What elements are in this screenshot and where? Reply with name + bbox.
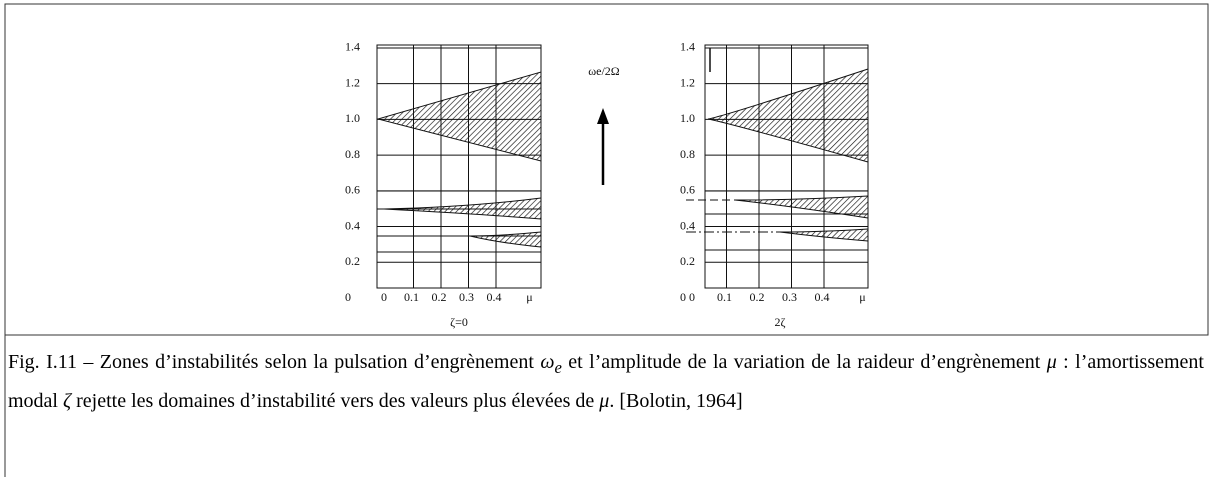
- caption-math: ζ: [63, 389, 72, 412]
- x-tick-label: 0.2: [432, 290, 447, 304]
- caption-math: μ: [599, 389, 610, 412]
- x-tick-label: 0.1: [717, 290, 732, 304]
- caption-text: : l’amortissement modal: [8, 351, 1204, 412]
- x-tick-label: 0.1: [404, 290, 419, 304]
- y-tick-label: 0.8: [680, 147, 695, 161]
- x-tick-label: 0.3: [782, 290, 797, 304]
- instability-zone: [734, 195, 869, 219]
- caption-text: rejette les domaines d’instabilité vers …: [71, 389, 600, 412]
- right-zones: [686, 48, 869, 251]
- plot-box: [376, 44, 542, 289]
- y-tick-label: 1.0: [345, 111, 360, 125]
- caption-text: et l’amplitude de la variation de la rai…: [561, 351, 1047, 373]
- x-axis-label: μ: [526, 290, 532, 304]
- x-tick-label: 0.4: [815, 290, 830, 304]
- caption-math: μ: [1046, 351, 1057, 373]
- y-tick-label: 0.2: [680, 254, 695, 268]
- frame: [4, 3, 1209, 477]
- x-tick-label: 0.4: [487, 290, 502, 304]
- y-tick-label: 1.4: [680, 40, 695, 54]
- y-tick-label: 0.6: [680, 183, 695, 197]
- panel-label: 2ζ: [775, 315, 786, 329]
- y-tick-label: 1.0: [680, 111, 695, 125]
- caption: Fig. I.11 – Zones d’instabilités selon l…: [8, 346, 1204, 417]
- y-tick-label: 0.2: [345, 254, 360, 268]
- instability-zone: [469, 231, 542, 248]
- left-zones: [376, 71, 542, 253]
- x-tick-label: 0.2: [750, 290, 765, 304]
- panel-label: ζ=0: [450, 315, 468, 329]
- y-tick-label: 1.2: [345, 75, 360, 89]
- x-tick-label: 0: [381, 290, 387, 304]
- y-tick-label: 0.4: [345, 218, 360, 232]
- plot-box: [704, 44, 869, 289]
- x-tick-label: 0.3: [459, 290, 474, 304]
- arrow-label: ωe/2Ω: [588, 64, 620, 78]
- caption-math: e: [554, 358, 562, 377]
- y-tick-label: 1.2: [680, 75, 695, 89]
- y-tick-label: 0.4: [680, 218, 695, 232]
- caption-text: Fig. I.11 – Zones d’instabilités selon l…: [8, 351, 541, 373]
- arrow-head: [597, 108, 609, 124]
- x-axis-label: μ: [859, 290, 865, 304]
- y-tick-label: 0: [345, 290, 351, 304]
- caption-text: . [Bolotin, 1964]: [609, 389, 743, 412]
- x-tick-label: 0: [689, 290, 695, 304]
- y-tick-label: 0: [680, 290, 686, 304]
- y-tick-label: 0.6: [345, 183, 360, 197]
- instability-zone: [383, 197, 542, 220]
- y-tick-label: 0.8: [345, 147, 360, 161]
- caption-math: ω: [540, 351, 555, 373]
- y-tick-label: 1.4: [345, 40, 360, 54]
- instability-zone: [707, 68, 869, 163]
- instability-zone: [376, 71, 542, 162]
